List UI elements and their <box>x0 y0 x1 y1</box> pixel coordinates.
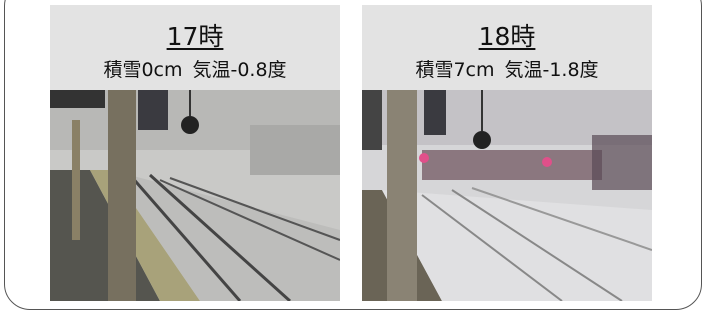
temperature: 気温-0.8度 <box>192 59 286 81</box>
time-label: 17時 <box>167 17 224 53</box>
snow: 積雪0cm <box>103 59 182 81</box>
caption: 積雪0cm 気温-0.8度 <box>50 55 340 82</box>
panel: 17時 積雪0cm 気温-0.8度 <box>50 5 340 301</box>
panel-header: 17時 積雪0cm 気温-0.8度 <box>50 5 340 90</box>
snow: 積雪7cm <box>415 59 494 81</box>
panel: 18時 積雪7cm 気温-1.8度 <box>362 5 652 301</box>
page: 17時 積雪0cm 気温-0.8度 18時 積雪7cm 気温-1.8度 <box>0 0 715 316</box>
time-label: 18時 <box>479 17 536 53</box>
temperature: 気温-1.8度 <box>504 59 598 81</box>
camera-image <box>362 90 652 301</box>
caption: 積雪7cm 気温-1.8度 <box>362 55 652 82</box>
camera-image <box>50 90 340 301</box>
panel-header: 18時 積雪7cm 気温-1.8度 <box>362 5 652 90</box>
